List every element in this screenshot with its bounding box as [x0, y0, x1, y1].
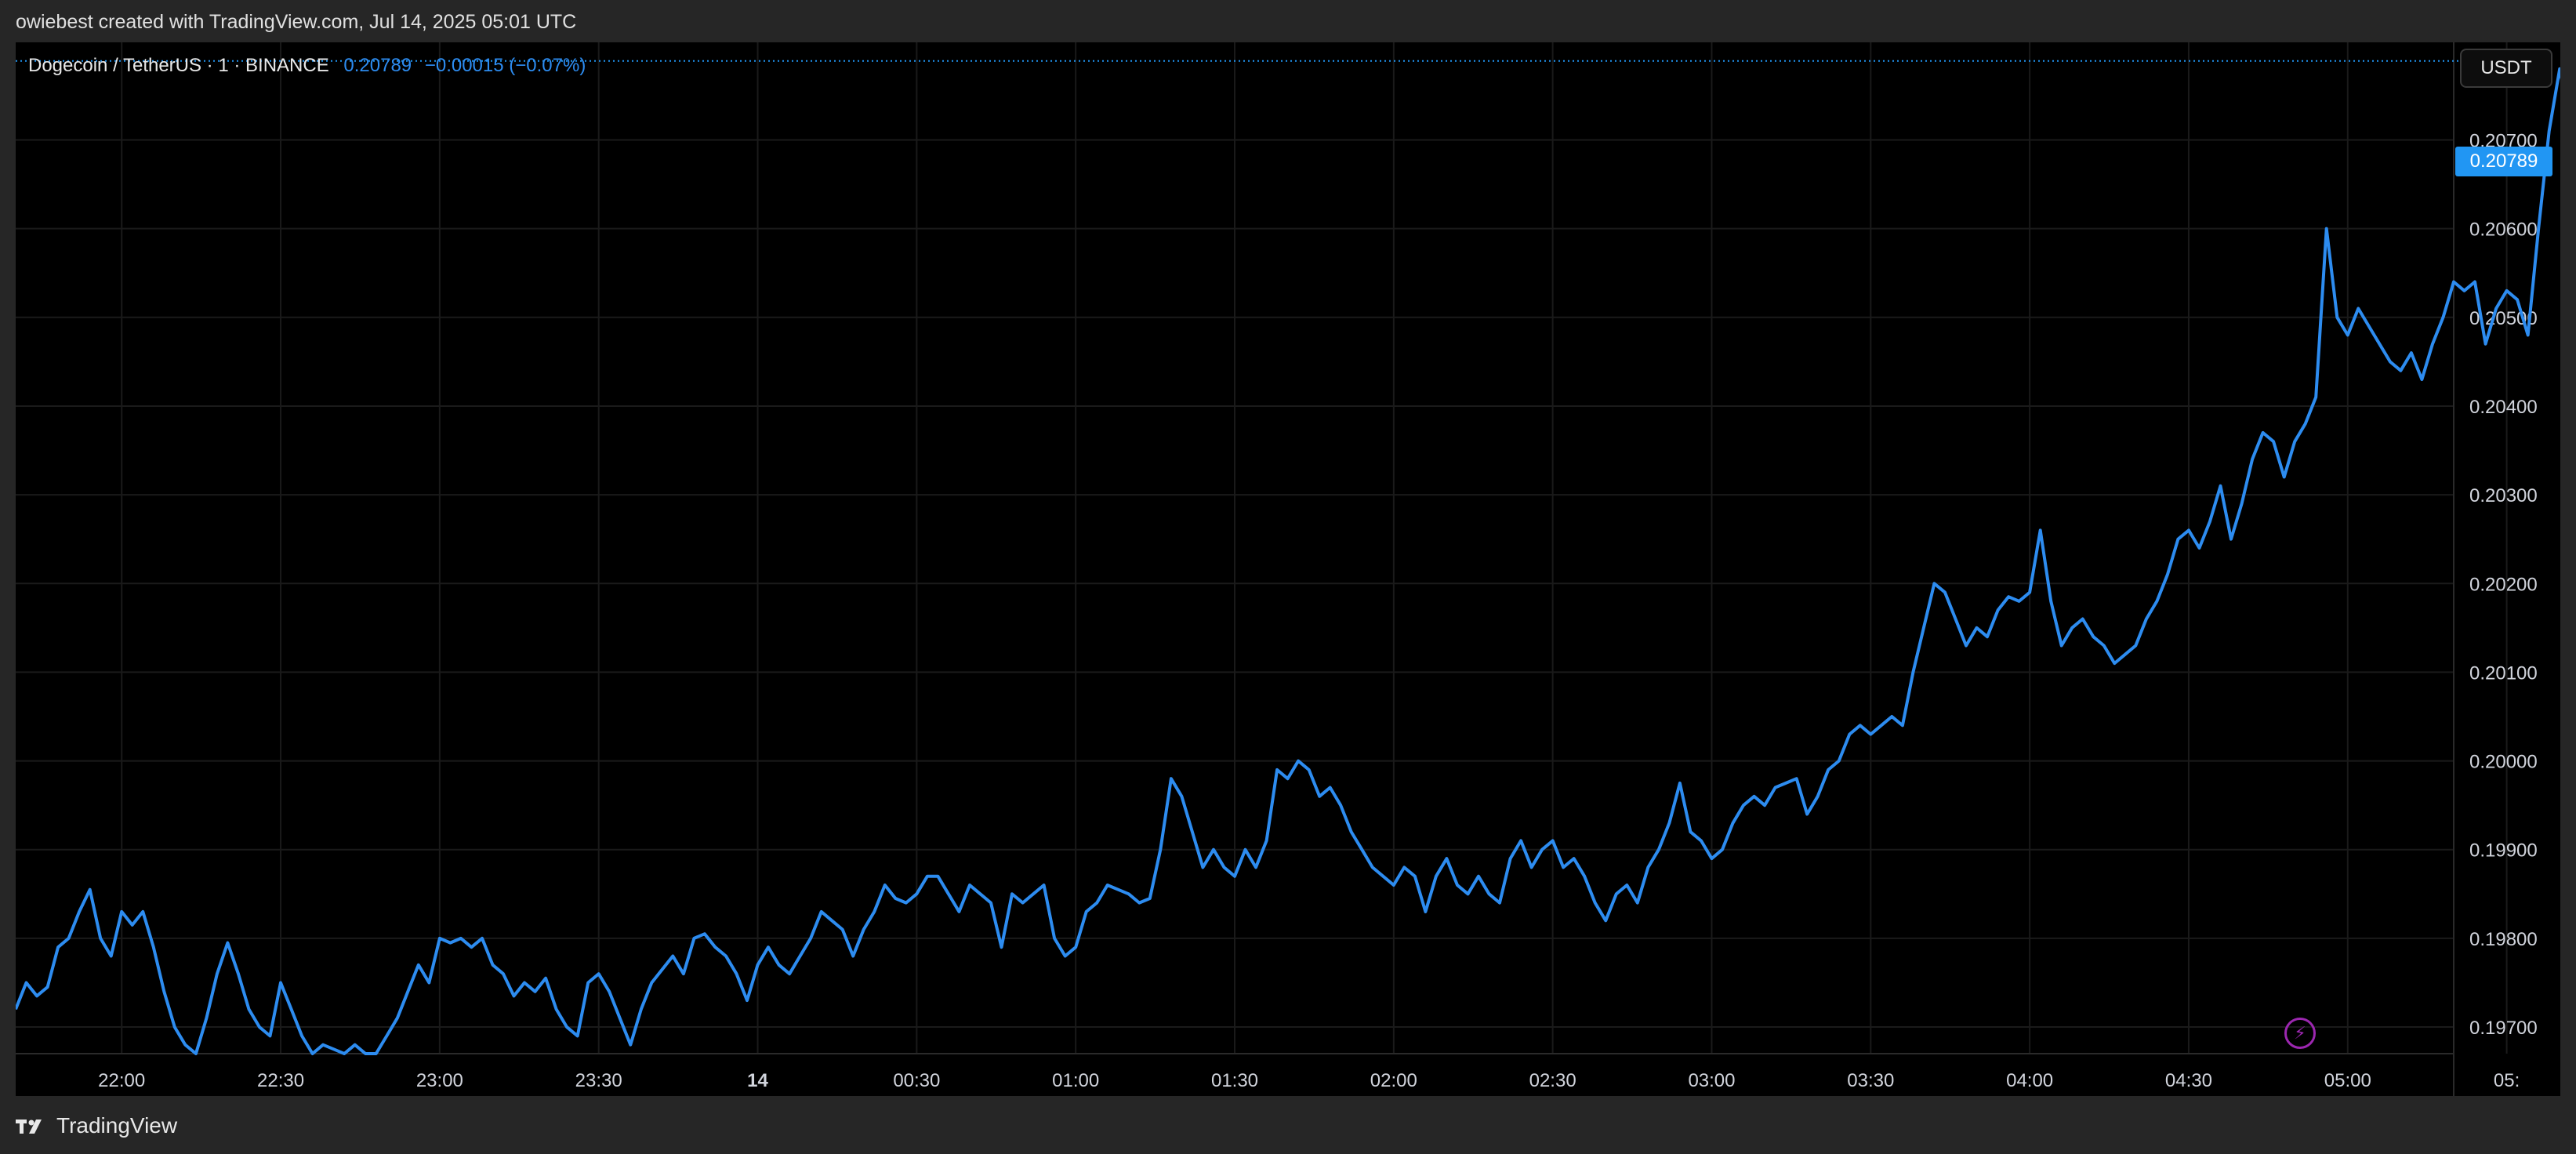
y-tick-label: 0.19800 [2469, 929, 2538, 950]
x-tick-label: 23:00 [416, 1070, 463, 1091]
symbol-legend: Dogecoin / TetherUS · 1 · BINANCE 0.2078… [28, 55, 586, 77]
x-tick-label: 05: [2494, 1070, 2520, 1091]
symbol-title: Dogecoin / TetherUS · 1 · BINANCE [28, 55, 329, 76]
x-tick-label: 22:00 [98, 1070, 145, 1091]
x-tick-label: 14 [747, 1070, 768, 1091]
chart-attribution: owiebest created with TradingView.com, J… [16, 11, 577, 33]
y-tick-label: 0.19900 [2469, 840, 2538, 862]
x-tick-label: 22:30 [257, 1070, 304, 1091]
y-tick-label: 0.20000 [2469, 752, 2538, 773]
x-tick-label: 23:30 [575, 1070, 622, 1091]
price-chart[interactable]: 0.207000.206000.205000.204000.203000.202… [16, 42, 2560, 1096]
last-price-badge: 0.20789 [2455, 147, 2552, 176]
x-tick-label: 00:30 [893, 1070, 940, 1091]
lightning-icon[interactable]: ⚡︎ [2284, 1018, 2316, 1049]
price-line-series [16, 67, 2560, 1055]
currency-button[interactable]: USDT [2460, 49, 2552, 88]
y-tick-label: 0.20600 [2469, 220, 2538, 241]
x-tick-label: 05:00 [2324, 1070, 2371, 1091]
y-tick-label: 0.20100 [2469, 662, 2538, 684]
x-tick-label: 02:00 [1370, 1070, 1417, 1091]
x-tick-label: 01:00 [1052, 1070, 1099, 1091]
x-tick-label: 04:00 [2006, 1070, 2053, 1091]
brand-name: TradingView [56, 1113, 178, 1138]
tradingview-logo-icon [16, 1120, 42, 1134]
y-tick-label: 0.20400 [2469, 397, 2538, 418]
x-tick-label: 03:00 [1688, 1070, 1735, 1091]
x-tick-label: 03:30 [1847, 1070, 1894, 1091]
x-tick-label: 02:30 [1529, 1070, 1576, 1091]
legend-change: −0.00015 (−0.07%) [424, 55, 586, 76]
y-tick-label: 0.20200 [2469, 574, 2538, 595]
x-tick-label: 01:30 [1211, 1070, 1258, 1091]
chart-panel[interactable]: 0.20700 0.20600 0.20500 0.20400 0.20300 0.202… [16, 42, 2560, 1096]
tradingview-brand[interactable]: TradingView [16, 1113, 177, 1138]
legend-price: 0.20789 [343, 55, 412, 76]
y-tick-label: 0.19700 [2469, 1018, 2538, 1039]
y-tick-label: 0.20300 [2469, 485, 2538, 506]
x-tick-label: 04:30 [2165, 1070, 2212, 1091]
